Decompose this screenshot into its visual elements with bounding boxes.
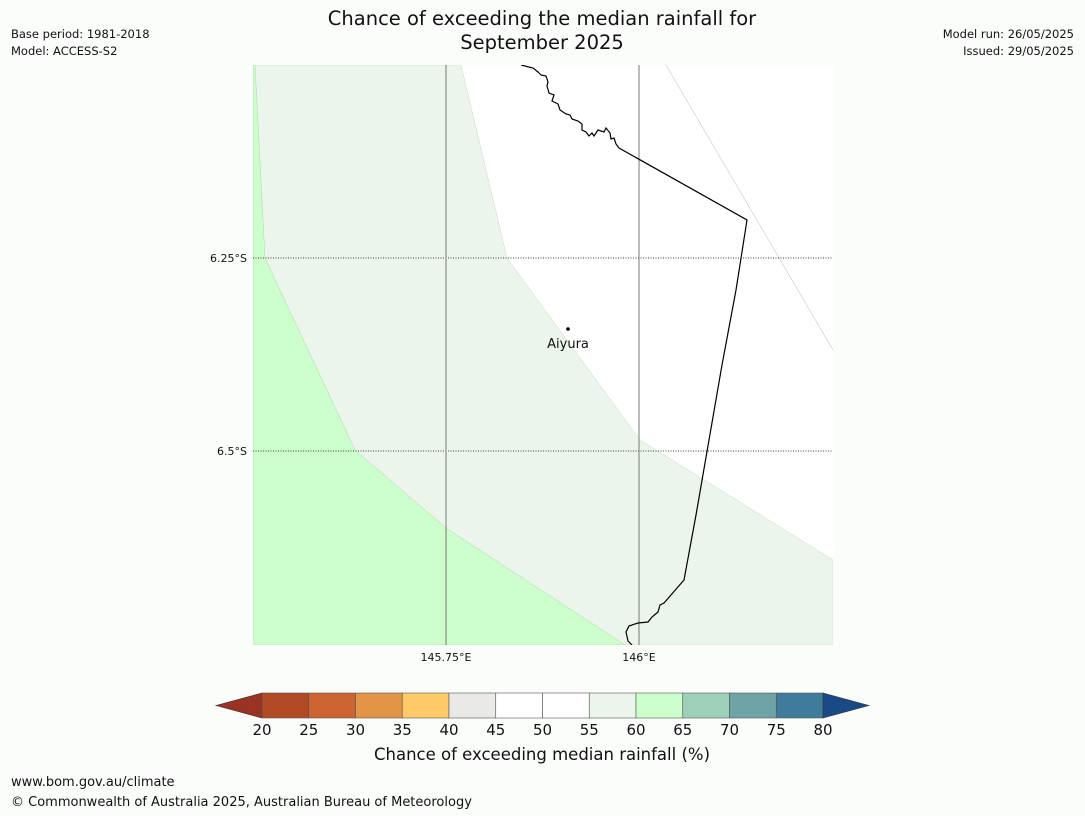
colorbar-ticks: 20 25 30 35 40 45 50 55 60 65 70 75 80 (252, 721, 832, 739)
colorbar-cell (635, 692, 684, 719)
band-60-65 (253, 65, 626, 645)
colorbar-tick-label: 45 (486, 721, 505, 739)
model-text: Model: ACCESS-S2 (11, 44, 118, 58)
map-plot-area (253, 65, 833, 645)
place-marker (566, 327, 570, 331)
colorbar-tick-label: 20 (252, 721, 271, 739)
colorbar-tick-label: 40 (439, 721, 458, 739)
colorbar-tick-label: 60 (626, 721, 645, 739)
contour-line (665, 65, 833, 351)
colorbar-tick-label: 25 (299, 721, 318, 739)
title-line-2: September 2025 (460, 31, 624, 54)
colorbar-tick-label: 55 (580, 721, 599, 739)
model-run-text: Model run: 26/05/2025 (942, 27, 1074, 41)
colorbar-tick-label: 30 (346, 721, 365, 739)
lat-label-6-5: 6.5°S (217, 445, 247, 458)
place-label: Aiyura (547, 337, 589, 352)
colorbar-cell (542, 692, 590, 719)
colorbar-cell (355, 692, 403, 719)
colorbar-over-arrow (822, 692, 871, 719)
colorbar-cell (261, 692, 310, 719)
meta-right: Model run: 26/05/2025 Issued: 29/05/2025 (943, 26, 1074, 60)
colorbar-tick-label: 50 (533, 721, 552, 739)
colorbar-cell (729, 692, 777, 719)
lon-label-146: 146°E (622, 651, 655, 664)
colorbar-cell (775, 692, 824, 719)
colorbar-cell (448, 692, 497, 719)
colorbar-under-arrow (214, 692, 263, 719)
colorbar-cell (588, 692, 637, 719)
meta-left: Base period: 1981-2018 Model: ACCESS-S2 (11, 26, 150, 60)
colorbar-tick-label: 70 (720, 721, 739, 739)
colorbar-cell (308, 692, 356, 719)
lat-label-6-25: 6.25°S (210, 252, 247, 265)
issued-text: Issued: 29/05/2025 (963, 44, 1074, 58)
lon-label-145-75: 145.75°E (421, 651, 472, 664)
colorbar-tick-label: 80 (813, 721, 832, 739)
colorbar-label: Chance of exceeding median rainfall (%) (373, 745, 711, 764)
map-title: Chance of exceeding the median rainfall … (242, 7, 842, 55)
footer-website[interactable]: www.bom.gov.au/climate (11, 775, 175, 790)
coastline-border (520, 65, 748, 645)
colorbar-cell (495, 692, 543, 719)
base-period-text: Base period: 1981-2018 (11, 27, 150, 41)
title-line-1: Chance of exceeding the median rainfall … (327, 7, 757, 30)
footer-copyright: © Commonwealth of Australia 2025, Austra… (11, 795, 472, 810)
colorbar-tick-label: 35 (393, 721, 412, 739)
colorbar-tick-label: 65 (673, 721, 692, 739)
colorbar: 20 25 30 35 40 45 50 55 60 65 70 75 80 (214, 692, 871, 739)
colorbar-cells (261, 692, 824, 719)
colorbar-tick-label: 75 (767, 721, 786, 739)
colorbar-cell (401, 692, 450, 719)
colorbar-cell (682, 692, 730, 719)
